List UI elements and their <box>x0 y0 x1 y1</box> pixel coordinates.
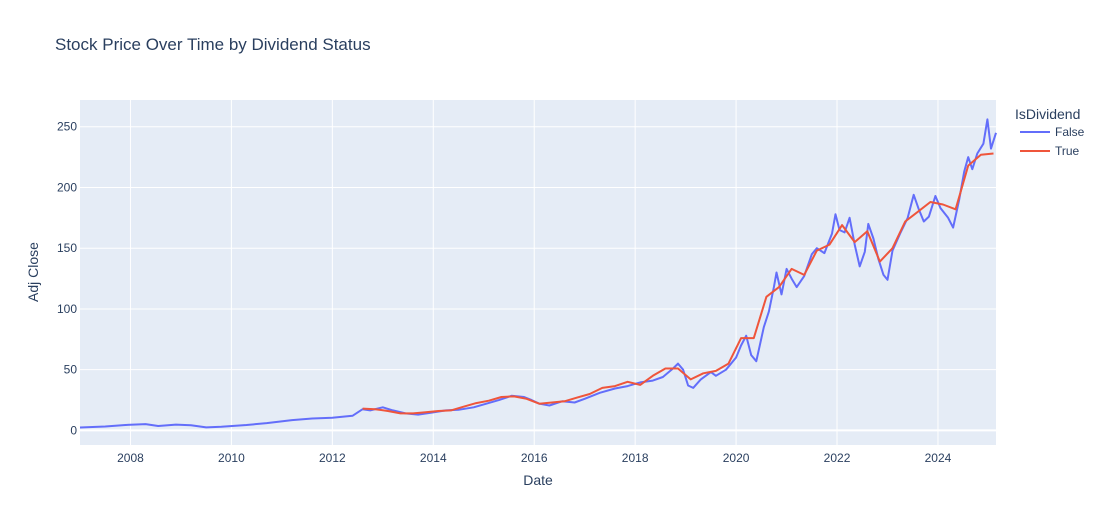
x-axis-title: Date <box>523 472 553 488</box>
grid <box>80 100 996 445</box>
x-tick-label: 2016 <box>521 451 548 465</box>
legend-label: True <box>1055 144 1080 158</box>
x-tick-label: 2014 <box>420 451 447 465</box>
tick-labels: 2008 2010 2012 2014 2016 2018 2020 2022 2024 0 50 1… <box>57 120 952 465</box>
y-tick-label: 250 <box>57 120 77 134</box>
x-tick-label: 2008 <box>117 451 144 465</box>
plot-area[interactable] <box>80 100 996 445</box>
series-lines <box>79 118 997 429</box>
chart-title: Stock Price Over Time by Dividend Status <box>55 35 371 54</box>
x-tick-label: 2024 <box>925 451 952 465</box>
y-tick-label: 50 <box>64 363 78 377</box>
y-tick-label: 0 <box>70 423 77 437</box>
y-tick-label: 100 <box>57 302 77 316</box>
x-tick-label: 2018 <box>622 451 649 465</box>
y-axis-title: Adj Close <box>25 242 41 302</box>
x-tick-label: 2020 <box>723 451 750 465</box>
legend-label: False <box>1055 125 1085 139</box>
legend: False True <box>1020 125 1085 158</box>
x-tick-label: 2010 <box>218 451 245 465</box>
x-tick-label: 2022 <box>824 451 851 465</box>
legend-item-true[interactable]: True <box>1020 144 1080 158</box>
legend-item-false[interactable]: False <box>1020 125 1085 139</box>
y-tick-label: 200 <box>57 180 77 194</box>
x-tick-label: 2012 <box>319 451 346 465</box>
y-tick-label: 150 <box>57 241 77 255</box>
series-line-true <box>362 152 994 415</box>
legend-title: IsDividend <box>1015 106 1080 122</box>
